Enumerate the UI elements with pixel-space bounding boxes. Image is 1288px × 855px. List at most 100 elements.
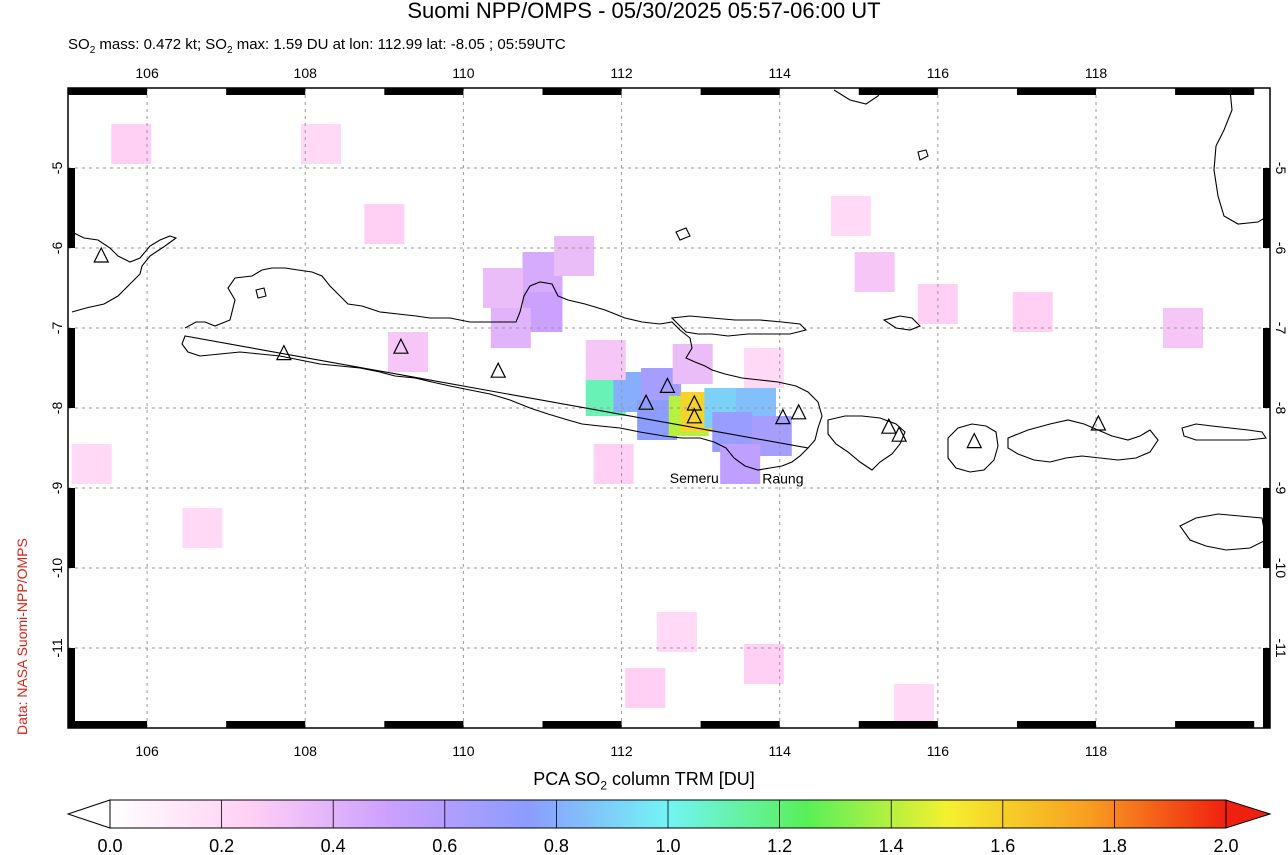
volcano-icon — [686, 407, 703, 424]
volcano-icon — [490, 361, 507, 378]
so2-map: Semeru Raung 1061061081081101101121121141… — [49, 65, 1288, 759]
volcano-labels: Semeru Raung — [670, 470, 804, 487]
coastline-island-small-3 — [917, 149, 929, 161]
volcano-icon — [93, 246, 110, 263]
volcano-icon — [966, 432, 983, 449]
so2-pixel — [71, 444, 112, 484]
frame-bar-right — [1263, 328, 1270, 408]
colorbar-min-arrow — [66, 799, 111, 829]
lon-tick-label-top: 110 — [452, 65, 475, 81]
coastline-madura — [670, 315, 808, 337]
so2-pixel — [111, 124, 152, 164]
lon-tick-label-bottom: 114 — [769, 743, 792, 759]
so2-pixel — [182, 508, 223, 548]
lat-tick-label-right: -9 — [1273, 482, 1288, 495]
frame-bar-left — [68, 328, 75, 408]
coastline-flores — [1181, 423, 1267, 441]
colorbar-ticks: 0.0 0.2 0.4 0.6 0.8 1.0 1.2 1.4 1.6 1.8 2.0 — [97, 800, 1239, 855]
so2-pixel — [656, 612, 697, 652]
lon-tick-label-bottom: 116 — [927, 743, 950, 759]
frame-bar-bottom — [1175, 721, 1255, 728]
lon-tick-label-bottom: 108 — [294, 743, 318, 759]
lat-tick-label-left: -6 — [49, 242, 65, 255]
frame-bar-right — [1263, 648, 1270, 728]
so2-pixel — [301, 124, 342, 164]
coastline-island-small-1 — [675, 227, 691, 241]
lat-tick-label-right: -11 — [1273, 638, 1288, 657]
colorbar-label: PCA SO2 column TRM [DU] — [533, 769, 755, 793]
volcano-label-semeru: Semeru — [670, 470, 719, 486]
so2-pixel — [1012, 292, 1053, 332]
volcano-icon — [891, 425, 908, 442]
page-title: Suomi NPP/OMPS - 05/30/2025 05:57-06:00 … — [407, 0, 881, 23]
lat-tick-label-right: -6 — [1273, 242, 1288, 255]
frame-border-bars — [68, 88, 1270, 728]
lat-tick-label-right: -5 — [1273, 162, 1288, 175]
lon-tick-label-top: 116 — [927, 65, 950, 81]
so2-pixel — [672, 344, 713, 384]
so2-pixel — [743, 644, 784, 684]
volcano-icon — [774, 408, 791, 425]
so2-pixel — [830, 196, 871, 236]
so2-pixel — [894, 684, 935, 724]
lat-tick-label-right: -8 — [1273, 402, 1288, 415]
lon-tick-label-bottom: 118 — [1085, 743, 1108, 759]
lat-tick-label-right: -10 — [1273, 558, 1288, 578]
lon-tick-label-top: 108 — [294, 65, 318, 81]
frame-bar-bottom — [384, 721, 464, 728]
so2-pixel — [854, 252, 895, 292]
colorbar-max-arrow — [1225, 799, 1272, 829]
frame-bar-bottom — [858, 721, 938, 728]
colorbar-tick-label: 0.2 — [209, 836, 234, 855]
so2-pixel — [743, 348, 784, 388]
volcano-icon — [275, 344, 292, 361]
colorbar-tick-label: 1.6 — [990, 836, 1015, 855]
lat-tick-label-left: -5 — [49, 162, 65, 175]
frame-bar-bottom — [700, 721, 780, 728]
colorbar-tick-label: 1.2 — [767, 836, 792, 855]
lat-tick-label-left: -7 — [49, 322, 65, 335]
lat-tick-label-left: -10 — [49, 558, 65, 578]
colorbar-tick-label: 0.0 — [97, 836, 122, 855]
frame-bar-bottom — [226, 721, 306, 728]
frame-bar-left — [68, 648, 75, 728]
lat-tick-label-left: -8 — [49, 402, 65, 415]
lon-tick-label-top: 118 — [1085, 65, 1108, 81]
frame-bar-top — [226, 88, 306, 95]
lat-tick-label-right: -7 — [1273, 322, 1288, 335]
coastline-sumatra — [71, 231, 178, 313]
coastline-kangean — [882, 315, 921, 331]
colorbar-tick-label: 1.0 — [655, 836, 680, 855]
frame-bar-right — [1263, 488, 1270, 568]
lat-tick-label-left: -9 — [49, 482, 65, 495]
volcano-icon — [880, 417, 897, 434]
volcano-icon — [638, 393, 655, 410]
coastline-java-north — [184, 267, 823, 449]
colorbar-tick-label: 0.6 — [432, 836, 457, 855]
colorbar-tick-label: 1.4 — [879, 836, 904, 855]
so2-pixel — [625, 668, 666, 708]
axis-tick-labels: 106 106 108 108 110 110 112 112 114 114 116 116 118 1… — [49, 65, 1288, 759]
frame-bar-top — [1016, 88, 1097, 95]
frame-bar-top — [1175, 88, 1255, 95]
so2-pixel — [720, 444, 761, 484]
coastline-sumba — [1179, 513, 1267, 551]
so2-pixel-layer — [71, 124, 1204, 724]
coastline-lombok — [947, 423, 999, 473]
graticule — [68, 88, 1270, 728]
coastline-java-south — [181, 335, 810, 471]
frame-bar-bottom — [542, 721, 622, 728]
so2-pixel — [554, 236, 595, 276]
frame-bar-top — [858, 88, 938, 95]
lat-tick-label-left: -11 — [49, 638, 65, 657]
frame-bar-left — [68, 168, 75, 248]
lon-tick-label-top: 114 — [769, 65, 792, 81]
frame-bar-top — [384, 88, 464, 95]
volcano-icon — [392, 337, 409, 354]
lon-tick-label-bottom: 106 — [135, 743, 159, 759]
frame-bar-top — [68, 88, 148, 95]
frame-bar-top — [542, 88, 622, 95]
coastline-island-small-2 — [255, 287, 267, 299]
colorbar-tick-label: 0.8 — [544, 836, 569, 855]
colorbar-tick-label: 0.4 — [321, 836, 346, 855]
